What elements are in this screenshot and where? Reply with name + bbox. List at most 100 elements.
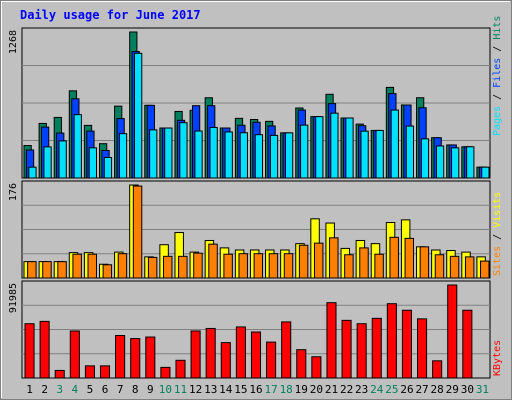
bar-kbytes (54, 369, 65, 379)
bar-pages (375, 129, 384, 179)
bar-pages (269, 134, 279, 179)
bar-pages (466, 146, 475, 179)
bar-sites (419, 246, 430, 279)
bar-sites (253, 253, 264, 279)
bar-kbytes (235, 326, 246, 379)
day-label: 15 (234, 383, 247, 396)
day-label: 19 (295, 383, 308, 396)
bar-sites (178, 255, 188, 279)
bar-kbytes (386, 303, 397, 379)
bar-sites (132, 185, 143, 279)
bar-sites (268, 253, 279, 279)
bar-pages (28, 166, 37, 179)
bar-sites (389, 236, 399, 279)
side-label-kbytes: KBytes (492, 340, 503, 376)
bar-sites (223, 253, 233, 279)
bar-pages (420, 138, 430, 179)
day-label: 18 (280, 383, 293, 396)
side-label-part: Files (492, 58, 503, 88)
day-label: 3 (56, 383, 63, 396)
bar-sites (193, 252, 203, 279)
day-label: 16 (249, 383, 262, 396)
chart-title: Daily usage for June 2017 (20, 8, 201, 22)
side-label-visits-sites: Sites / Visits (492, 192, 503, 276)
bar-kbytes (462, 309, 473, 379)
bar-kbytes (99, 365, 111, 379)
bar-sites (283, 253, 294, 279)
bar-kbytes (281, 321, 292, 379)
day-label: 22 (340, 383, 353, 396)
bar-pages (149, 129, 158, 179)
day-label: 26 (400, 383, 413, 396)
bar-pages (390, 109, 399, 179)
bar-pages (481, 166, 490, 179)
bar-sites (102, 264, 113, 279)
day-label: 21 (325, 383, 338, 396)
bar-sites (72, 253, 82, 279)
bar-kbytes (84, 365, 95, 379)
bar-kbytes (190, 330, 201, 379)
bar-sites (359, 247, 369, 279)
bar-kbytes (417, 318, 428, 379)
bar-pages (224, 131, 233, 179)
bar-sites (42, 261, 52, 279)
panel-hits-files-pages: 1268 Pages / Files / Hits (8, 16, 503, 179)
day-label: 2 (41, 383, 48, 396)
bar-pages (103, 157, 113, 179)
bar-sites (374, 253, 384, 279)
bar-pages (164, 127, 173, 179)
bar-kbytes (205, 327, 216, 379)
bar-sites (147, 256, 158, 279)
bar-sites (27, 261, 37, 279)
day-label: 6 (102, 383, 109, 396)
bar-kbytes (401, 309, 412, 379)
day-label: 20 (310, 383, 323, 396)
bar-pages (43, 146, 52, 179)
bar-kbytes (69, 330, 80, 379)
bar-pages (73, 114, 82, 179)
bar-pages (405, 125, 415, 179)
bar-sites (434, 254, 445, 279)
day-label: 14 (219, 383, 233, 396)
side-label-part: Pages (492, 106, 503, 136)
bar-pages (451, 147, 460, 179)
day-label: 12 (189, 383, 202, 396)
bar-sites (208, 243, 218, 279)
bar-sites (57, 261, 67, 279)
day-label: 8 (132, 383, 139, 396)
day-label: 24 (370, 383, 384, 396)
bar-sites (117, 253, 128, 279)
max-label-kbytes: 91985 (8, 283, 19, 313)
day-label: 4 (72, 383, 79, 396)
bar-kbytes (432, 360, 443, 379)
bar-pages (345, 117, 354, 179)
day-label: 28 (431, 383, 444, 396)
day-label: 31 (476, 383, 489, 396)
chart-panels: 1268 Pages / Files / Hits 176 Sites / Visit… (8, 16, 503, 379)
day-label: 17 (264, 383, 277, 396)
side-label-part: / (492, 40, 503, 58)
bar-sites (329, 237, 339, 279)
bar-pages (88, 147, 97, 179)
bar-pages (134, 52, 143, 179)
max-label-visits-sites: 176 (8, 183, 19, 201)
day-label: 27 (415, 383, 428, 396)
side-label-part: / (492, 88, 503, 106)
side-label-part: Sites (492, 246, 503, 276)
day-label: 1 (26, 383, 33, 396)
bar-kbytes (311, 356, 322, 379)
bar-kbytes (160, 366, 171, 379)
bar-kbytes (341, 319, 352, 379)
bar-kbytes (266, 341, 277, 379)
bar-kbytes (447, 284, 458, 379)
bar-sites (163, 255, 173, 279)
bar-pages (435, 145, 445, 179)
side-label-hits-files-pages: Pages / Files / Hits (492, 16, 503, 136)
bar-pages (179, 122, 188, 179)
day-label: 5 (87, 383, 94, 396)
bar-pages (194, 130, 203, 179)
day-labels: 1 2 3 4 5 6 7 8 9 10 11 12 13 14 15 16 17 18 19 20 21 22 23 24 2… (26, 383, 489, 396)
bar-sites (313, 242, 324, 279)
bar-kbytes (356, 323, 367, 379)
